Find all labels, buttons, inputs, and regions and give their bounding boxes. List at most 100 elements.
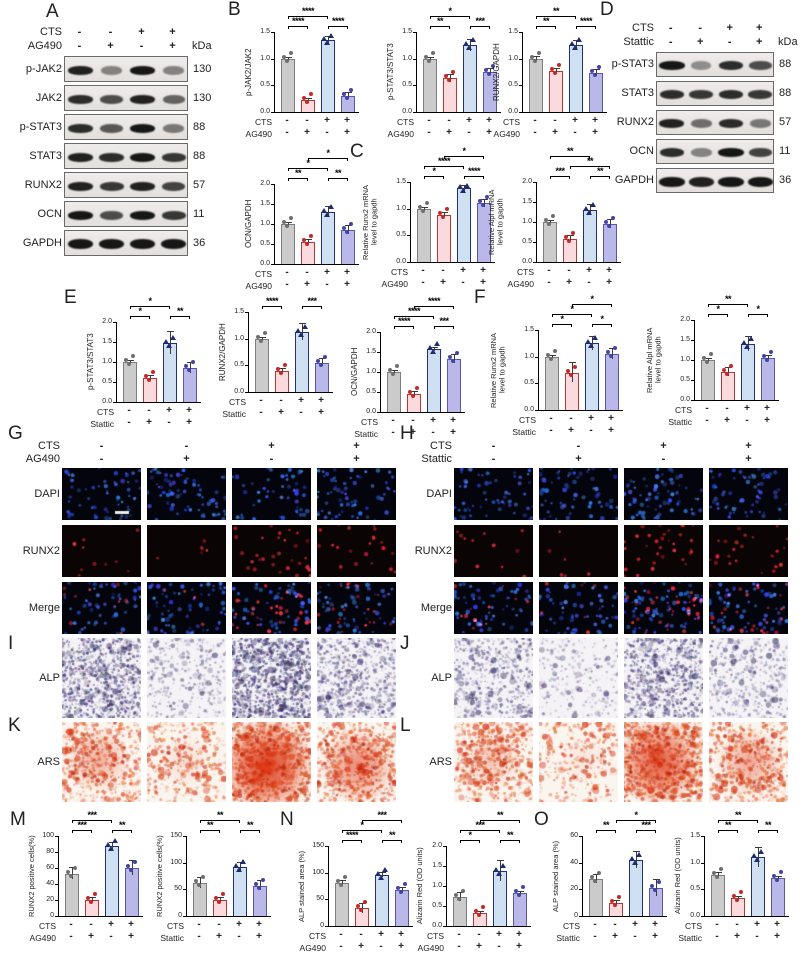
condition-symbol: +	[216, 931, 222, 942]
condition-symbol: -	[197, 919, 201, 930]
condition-symbol: +	[588, 413, 594, 424]
x-condition-row: CTS - - + +	[150, 919, 276, 931]
data-point	[485, 195, 489, 200]
significance-bracket	[430, 16, 470, 19]
condition-symbol: -	[587, 277, 591, 288]
condition-symbol: +	[566, 277, 572, 288]
alp-tile	[147, 638, 226, 718]
data-point	[481, 203, 485, 208]
data-point	[549, 356, 553, 361]
protein-label: RUNX2	[24, 179, 62, 191]
condition-symbol: -	[127, 417, 131, 428]
significance-bracket	[328, 26, 348, 29]
error-cap	[284, 56, 292, 58]
data-point	[636, 852, 642, 857]
data-point	[395, 364, 399, 368]
condition-symbol: -	[576, 440, 581, 452]
condition-symbol: +	[652, 919, 658, 930]
condition-symbol: +	[344, 279, 350, 290]
bar	[583, 210, 597, 262]
x-condition-label: CTS	[361, 416, 378, 427]
condition-symbol: -	[593, 931, 597, 942]
condition-symbol: -	[533, 115, 537, 126]
x-condition-label: CTS	[39, 920, 56, 931]
x-condition-row: AG490 - + - +	[238, 279, 364, 291]
condition-symbol: -	[461, 277, 465, 288]
merge-tile	[147, 582, 226, 634]
western-blot-panel-a: CTS - - + + AG490 - + - + kDa p-JAK2 130 JAK2 130 p-STA…	[6, 26, 222, 259]
error-cap	[724, 367, 732, 368]
data-point	[571, 230, 575, 235]
y-tick	[533, 262, 537, 263]
x-condition-label: Stattic	[90, 418, 114, 429]
y-tick	[113, 342, 117, 343]
data-point	[521, 885, 525, 890]
significance-bracket	[572, 304, 612, 307]
data-point	[108, 846, 114, 852]
bar	[605, 354, 619, 410]
significance-stars: **	[118, 820, 126, 830]
protein-label: RUNX2	[616, 116, 654, 128]
significance-bracket	[596, 830, 616, 833]
data-point	[349, 88, 353, 92]
error-cap	[426, 56, 434, 58]
y-tick-label: 1.5	[680, 336, 690, 343]
condition-row: CTS - - + +	[6, 26, 222, 40]
y-tick	[325, 872, 329, 874]
condition-symbol: -	[633, 931, 637, 942]
significance-bracket	[718, 820, 758, 823]
condition-symbol: -	[447, 115, 451, 126]
data-point	[762, 354, 766, 358]
data-point	[553, 71, 557, 76]
panel-a-label: A	[46, 1, 59, 22]
x-condition-row: CTS - - + +	[488, 413, 628, 425]
y-tick	[413, 32, 417, 33]
condition-symbol: +	[430, 415, 436, 426]
significance-bracket	[414, 306, 454, 309]
significance-stars: ***	[641, 820, 651, 830]
significance-stars: ****	[467, 166, 481, 176]
y-tick-label: 1.0	[524, 352, 534, 360]
y-tick	[701, 889, 705, 891]
bar	[335, 883, 349, 926]
y-tick	[271, 244, 275, 245]
y-tick	[325, 926, 329, 927]
x-condition-row: CTS - - + +	[344, 415, 470, 427]
data-point	[283, 362, 287, 367]
bar	[463, 45, 477, 112]
error-cap	[196, 876, 204, 878]
significance-stars: **	[388, 830, 396, 840]
bar	[321, 40, 335, 112]
data-point	[342, 92, 346, 96]
row-label: DAPI	[34, 488, 60, 500]
condition-symbol: +	[353, 440, 360, 452]
x-condition-row: CTS - - + +	[360, 265, 500, 277]
error-cap	[652, 879, 660, 880]
kda-value: 88	[193, 150, 206, 162]
data-point	[127, 362, 131, 366]
bar	[105, 846, 119, 916]
significance-stars: **	[552, 6, 560, 16]
y-tick-label: 100	[42, 832, 54, 839]
y-axis-label: ALP stained area (%)	[297, 850, 306, 922]
data-point	[316, 358, 320, 363]
data-point	[319, 362, 323, 367]
condition-symbol: -	[109, 931, 113, 942]
significance-bracket	[342, 840, 362, 843]
condition-symbol: +	[764, 415, 770, 426]
error-cap	[480, 199, 488, 201]
significance-stars: **	[496, 810, 504, 820]
y-tick	[377, 392, 381, 393]
runx2-tile	[232, 525, 311, 577]
chart-runx2-mrna-f: 0.0 0.5 1.0 1.5 * * * * Relative Runx2 mRNA leve…	[488, 292, 628, 440]
plot-area: 0 50 100 150 **** ** * ***	[312, 810, 413, 929]
significance-bracket	[592, 324, 612, 327]
data-point	[302, 324, 308, 330]
condition-symbol: -	[391, 415, 395, 426]
data-point	[147, 378, 151, 382]
x-condition-label: Stattic	[512, 426, 536, 437]
error-cap	[516, 890, 524, 892]
condition-symbol: +	[186, 417, 192, 428]
data-point	[632, 860, 638, 865]
